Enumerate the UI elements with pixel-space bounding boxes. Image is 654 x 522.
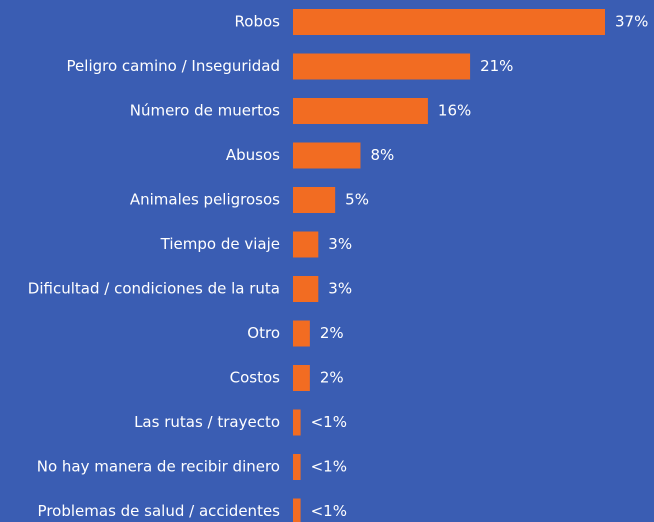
value-label: 2% [320, 369, 344, 387]
value-label: <1% [311, 458, 347, 476]
value-label: <1% [311, 502, 347, 520]
value-label: <1% [311, 413, 347, 431]
category-label: Tiempo de viaje [160, 235, 280, 253]
category-label: Otro [247, 324, 280, 342]
bar [293, 98, 428, 124]
category-label: Robos [235, 13, 281, 31]
bar [293, 320, 310, 347]
value-label: 16% [438, 102, 471, 120]
bar [293, 276, 319, 302]
category-label: Peligro camino / Inseguridad [67, 57, 280, 75]
bar [293, 498, 301, 522]
category-label: Abusos [226, 146, 280, 164]
value-label: 5% [345, 191, 369, 209]
bar [293, 53, 471, 80]
value-label: 2% [320, 324, 344, 342]
bar [293, 9, 605, 35]
value-label: 8% [370, 146, 394, 164]
bar [293, 142, 361, 169]
category-label: Problemas de salud / accidentes [38, 502, 281, 520]
value-label: 21% [480, 57, 513, 75]
value-label: 3% [328, 235, 352, 253]
category-label: Dificultad / condiciones de la ruta [28, 280, 280, 298]
bar [293, 187, 336, 213]
category-label: No hay manera de recibir dinero [37, 458, 280, 476]
category-label: Número de muertos [130, 102, 280, 120]
bar [293, 231, 319, 258]
category-label: Costos [230, 369, 281, 387]
value-label: 37% [615, 13, 648, 31]
category-label: Las rutas / trayecto [134, 413, 280, 431]
bar [293, 365, 310, 391]
value-label: 3% [328, 280, 352, 298]
bar [293, 454, 301, 480]
bar [293, 409, 301, 436]
category-label: Animales peligrosos [130, 191, 280, 209]
